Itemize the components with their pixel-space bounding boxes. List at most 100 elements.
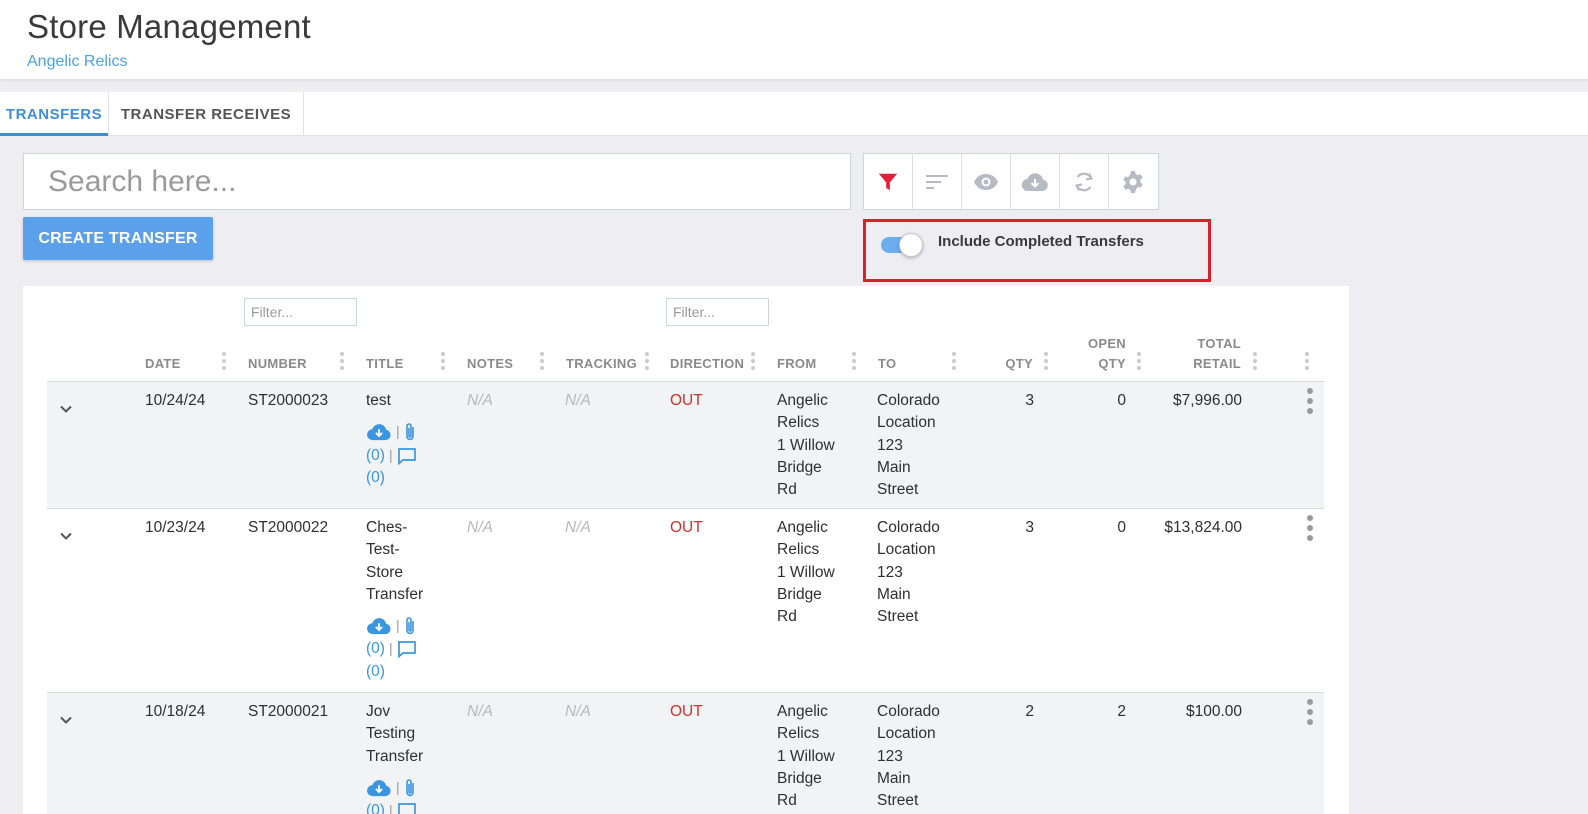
column-resize-handle[interactable]: [540, 352, 544, 374]
row-menu-icon[interactable]: [1306, 388, 1314, 416]
comments-count[interactable]: (0): [366, 662, 385, 680]
attachments-line: |: [366, 776, 423, 799]
comments-count[interactable]: (0): [366, 468, 385, 486]
column-resize-handle[interactable]: [1253, 352, 1257, 374]
column-resize-handle[interactable]: [751, 352, 755, 374]
cell-from: Angelic Relics 1 Willow Bridge Rd: [777, 701, 835, 812]
column-header-tracking[interactable]: TRACKING: [566, 356, 638, 371]
cell-notes: N/A: [467, 392, 493, 409]
cell-tracking: N/A: [565, 392, 591, 409]
table-row[interactable]: 10/18/24 ST2000021 Jov Testing Transfer | …: [47, 692, 1324, 814]
row-menu-icon[interactable]: [1306, 699, 1314, 727]
comment-icon[interactable]: [397, 802, 417, 814]
text-line: Bridge: [777, 458, 822, 476]
column-resize-handle[interactable]: [852, 352, 856, 374]
chevron-down-icon[interactable]: [57, 711, 75, 729]
column-header-from[interactable]: FROM: [777, 356, 817, 371]
column-header-total-retail[interactable]: TOTAL RETAIL: [1153, 334, 1241, 374]
column-resize-handle[interactable]: [222, 352, 226, 374]
attachments-count[interactable]: (0): [366, 802, 385, 814]
text-line: Street: [877, 481, 919, 499]
text-line: Ches-: [366, 519, 408, 536]
cell-date: 10/24/24: [145, 392, 206, 409]
cell-direction: OUT: [670, 392, 703, 409]
chevron-down-icon[interactable]: [57, 400, 75, 418]
header-line: OPEN: [1087, 336, 1126, 351]
column-header-notes[interactable]: NOTES: [467, 356, 514, 371]
text-line: 123: [877, 563, 903, 581]
cell-from: Angelic Relics 1 Willow Bridge Rd: [777, 390, 835, 501]
page-header: Store Management Angelic Relics: [0, 0, 1588, 80]
text-line: Angelic: [777, 703, 828, 720]
counts-line: (0) |: [366, 444, 417, 467]
column-resize-handle[interactable]: [952, 352, 956, 374]
column-header-direction[interactable]: DIRECTION: [670, 356, 745, 371]
comment-icon[interactable]: [397, 640, 417, 659]
column-header-title[interactable]: TITLE: [366, 356, 404, 371]
text-line: Relics: [777, 541, 820, 559]
cell-qty: 3: [1025, 519, 1034, 536]
filter-button[interactable]: [864, 154, 913, 209]
column-header-number[interactable]: NUMBER: [248, 356, 307, 371]
search-input[interactable]: [24, 154, 850, 209]
column-header-date[interactable]: DATE: [145, 356, 181, 371]
header-line: QTY: [1098, 356, 1126, 371]
settings-button[interactable]: [1109, 154, 1157, 209]
include-completed-toggle[interactable]: [879, 233, 923, 257]
column-header-to[interactable]: TO: [878, 356, 897, 371]
text-line: Relics: [777, 414, 820, 432]
download-button[interactable]: [1011, 154, 1060, 209]
direction-filter-input[interactable]: [666, 298, 769, 326]
cell-tracking: N/A: [565, 519, 591, 536]
text-line: 1 Willow: [777, 436, 835, 454]
view-button[interactable]: [962, 154, 1011, 209]
create-transfer-button[interactable]: CREATE TRANSFER: [23, 217, 213, 260]
sort-button[interactable]: [913, 154, 962, 209]
cell-total-retail: $100.00: [1185, 703, 1242, 720]
refresh-icon: [1074, 172, 1094, 191]
attachments-line: |: [366, 614, 423, 637]
text-line: Transfer: [366, 747, 424, 765]
column-header-open-qty[interactable]: OPEN QTY: [1053, 334, 1126, 374]
cell-open-qty: 0: [1117, 392, 1126, 409]
toggle-knob: [899, 233, 923, 257]
paperclip-icon[interactable]: [404, 616, 416, 636]
paperclip-icon[interactable]: [404, 778, 416, 798]
column-resize-handle[interactable]: [1044, 352, 1048, 374]
include-completed-highlight: Include Completed Transfers: [863, 219, 1211, 282]
cell-to: Colorado Location 123 Main Street: [877, 390, 940, 501]
table-row[interactable]: 10/23/24 ST2000022 Ches- Test- Store Transf…: [47, 508, 1324, 692]
column-resize-handle[interactable]: [340, 352, 344, 374]
column-resize-handle[interactable]: [1137, 352, 1141, 374]
attachments-count[interactable]: (0): [366, 446, 385, 464]
cell-open-qty: 2: [1117, 703, 1126, 720]
attachments-count[interactable]: (0): [366, 640, 385, 658]
table-row[interactable]: 10/24/24 ST2000023 test | (0) | (0) N/A N…: [47, 381, 1324, 508]
column-resize-handle[interactable]: [645, 352, 649, 374]
cell-number: ST2000021: [248, 703, 329, 720]
cloud-download-icon[interactable]: [366, 423, 392, 441]
cloud-download-icon[interactable]: [366, 779, 392, 797]
text-line: Rd: [777, 481, 797, 499]
include-completed-label: Include Completed Transfers: [938, 233, 1144, 250]
column-resize-handle[interactable]: [441, 352, 445, 374]
store-name-link[interactable]: Angelic Relics: [27, 53, 128, 70]
paperclip-icon[interactable]: [404, 422, 416, 442]
text-line: 1 Willow: [777, 747, 835, 765]
cloud-download-icon[interactable]: [366, 617, 392, 635]
column-header-qty[interactable]: QTY: [1005, 356, 1033, 371]
tab-transfers[interactable]: TRANSFERS: [0, 92, 108, 136]
text-line: Street: [877, 608, 919, 626]
cell-tracking: N/A: [565, 703, 591, 720]
row-menu-icon[interactable]: [1306, 515, 1314, 543]
refresh-button[interactable]: [1060, 154, 1109, 209]
cell-title: Ches- Test- Store Transfer | (0) | (0): [366, 517, 423, 683]
header-line: TOTAL: [1197, 336, 1241, 351]
cell-total-retail: $13,824.00: [1164, 519, 1242, 536]
number-filter-input[interactable]: [244, 298, 357, 326]
chevron-down-icon[interactable]: [57, 527, 75, 545]
cell-title: Jov Testing Transfer | (0)| (0): [366, 701, 423, 814]
comment-icon[interactable]: [397, 447, 417, 465]
column-menu-handle[interactable]: [1305, 352, 1309, 374]
tab-transfer-receives[interactable]: TRANSFER RECEIVES: [108, 92, 304, 136]
